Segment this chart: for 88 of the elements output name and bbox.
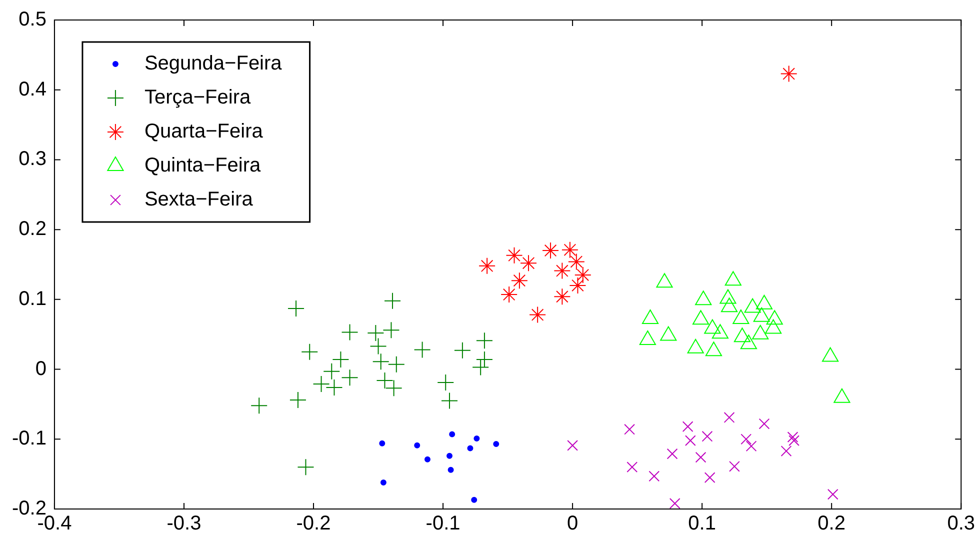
point (542, 242, 560, 260)
point (666, 448, 678, 460)
point (414, 442, 420, 448)
legend-label: Sexta−Feira (144, 188, 254, 211)
point (440, 392, 458, 410)
x-tick-label: 0 (566, 512, 578, 535)
point (424, 456, 430, 462)
point (506, 246, 523, 264)
point (669, 498, 680, 509)
point (500, 286, 518, 304)
legend-label: Quarta−Feira (144, 120, 264, 143)
point (341, 324, 358, 341)
legend-label: Segunda−Feira (144, 52, 283, 75)
point (414, 341, 431, 358)
point (554, 262, 571, 280)
point (388, 356, 405, 373)
point (682, 421, 694, 432)
point (567, 440, 578, 451)
point (326, 378, 343, 396)
point (568, 253, 585, 270)
point (474, 435, 480, 442)
point (382, 322, 400, 339)
x-tick-label: 0.3 (947, 512, 976, 535)
point (827, 488, 838, 500)
point (446, 452, 452, 459)
point (561, 241, 578, 258)
point (370, 338, 387, 355)
point (367, 324, 384, 342)
point (476, 332, 493, 350)
legend-label: Quinta−Feira (144, 154, 262, 177)
point (740, 434, 752, 445)
point (746, 440, 757, 452)
x-tick-label: -0.1 (426, 512, 460, 535)
point (788, 435, 800, 446)
point (702, 430, 713, 442)
point (301, 343, 318, 360)
point (554, 288, 571, 306)
y-tick-label: 0.2 (18, 218, 46, 240)
point (471, 496, 478, 503)
legend-label: Terça−Feira (144, 86, 252, 109)
point (379, 440, 386, 446)
point (648, 470, 660, 482)
point (493, 441, 500, 448)
point (758, 418, 770, 430)
point (372, 353, 390, 370)
point (478, 257, 496, 274)
y-tick-label: 0 (35, 358, 46, 380)
point (624, 424, 635, 435)
point (289, 392, 306, 409)
point (312, 375, 330, 392)
y-tick-label: 0.1 (18, 288, 46, 310)
point (454, 342, 471, 359)
point (297, 458, 314, 476)
point (332, 351, 350, 368)
point (787, 432, 798, 442)
point (323, 362, 340, 380)
point (724, 412, 735, 423)
y-tick-label: -0.1 (12, 428, 46, 450)
y-tick-label: 0.4 (18, 78, 46, 100)
point (448, 466, 454, 473)
point (467, 445, 474, 452)
point (574, 266, 592, 284)
point (437, 374, 454, 392)
point (569, 276, 586, 294)
point (684, 435, 696, 446)
point (704, 472, 716, 484)
point (780, 65, 798, 82)
point (449, 431, 456, 438)
point (695, 452, 706, 463)
point (384, 292, 402, 310)
y-tick-label: 0.5 (18, 8, 46, 31)
point (520, 254, 538, 272)
point (510, 272, 528, 290)
y-tick-label: 0.3 (18, 148, 46, 170)
point (472, 358, 490, 376)
point (780, 446, 792, 456)
point (529, 306, 546, 324)
x-tick-label: -0.3 (166, 512, 202, 535)
point (626, 462, 638, 473)
x-tick-label: -0.2 (296, 512, 331, 535)
x-tick-label: 0.2 (818, 512, 846, 535)
point (288, 300, 305, 318)
point (728, 460, 740, 472)
point (380, 479, 386, 486)
point (250, 397, 268, 414)
x-tick-label: 0.1 (688, 512, 716, 535)
point (476, 351, 493, 368)
point (341, 369, 358, 386)
